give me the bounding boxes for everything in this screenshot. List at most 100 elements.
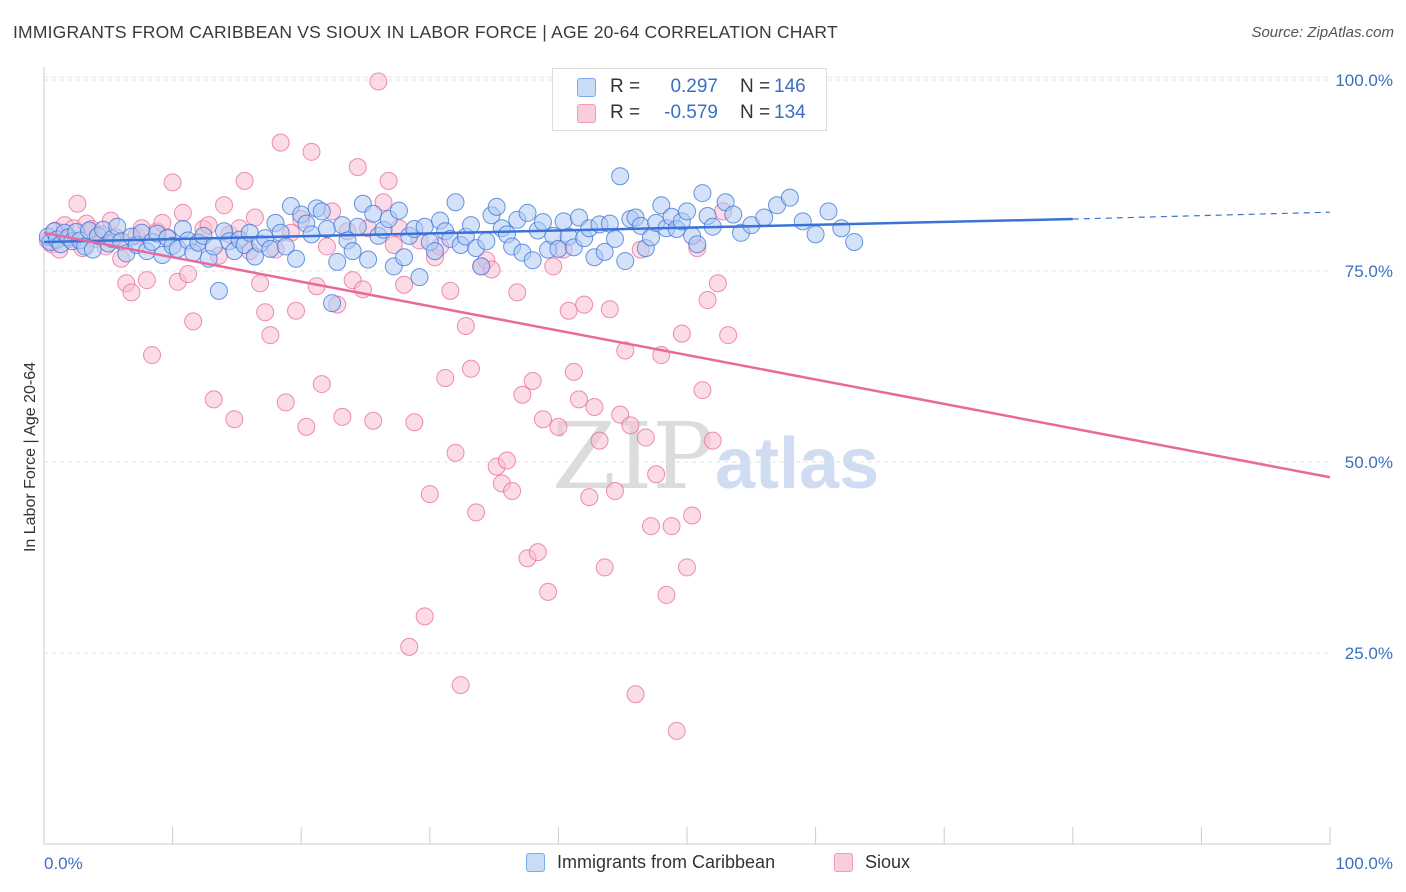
data-point: [395, 275, 414, 294]
data-point: [395, 248, 414, 267]
data-point: [251, 274, 270, 293]
data-point: [549, 417, 568, 436]
data-point: [662, 517, 681, 536]
data-point: [845, 232, 864, 251]
data-point: [544, 257, 563, 276]
data-point: [539, 582, 558, 601]
data-point: [245, 208, 264, 227]
data-point: [276, 237, 295, 256]
data-point: [405, 413, 424, 432]
data-point: [333, 407, 352, 426]
data-point: [703, 431, 722, 450]
series-label-sioux: Sioux: [865, 852, 911, 872]
data-point: [323, 294, 342, 313]
data-point: [472, 257, 491, 276]
series-swatch-pink: [834, 853, 853, 872]
data-point: [420, 485, 439, 504]
series-swatch-blue: [526, 853, 545, 872]
data-point: [523, 251, 542, 270]
data-point: [287, 249, 306, 268]
data-point: [384, 236, 403, 255]
legend-n-value: 146: [774, 76, 806, 97]
data-point: [179, 265, 198, 284]
data-point: [755, 208, 774, 227]
legend-r-label: R =: [610, 76, 641, 97]
trend-line-caribbean: [43, 217, 1073, 244]
data-point: [657, 585, 676, 604]
data-point: [379, 171, 398, 190]
data-point: [832, 219, 851, 238]
trend-line-caribbean-extension: [1072, 211, 1331, 220]
data-point: [518, 203, 537, 222]
data-point: [184, 312, 203, 331]
data-point: [359, 250, 378, 269]
series-legend-sioux[interactable]: Sioux: [834, 852, 910, 873]
data-point: [297, 417, 316, 436]
y-tick-labels: 25.0% 50.0% 75.0% 100.0%: [1335, 71, 1393, 663]
data-point: [410, 268, 429, 287]
data-point: [724, 205, 743, 224]
y-tick-label: 50.0%: [1345, 453, 1393, 472]
chart-title: IMMIGRANTS FROM CARIBBEAN VS SIOUX IN LA…: [13, 22, 838, 42]
x-tick-label-min: 0.0%: [44, 854, 83, 873]
data-point: [693, 184, 712, 203]
data-point: [616, 341, 635, 360]
data-point: [559, 301, 578, 320]
legend-r-label: R =: [610, 102, 641, 123]
data-point: [719, 326, 738, 345]
data-point: [477, 232, 496, 251]
data-point: [595, 242, 614, 261]
data-point: [819, 202, 838, 221]
y-tick-label: 75.0%: [1345, 262, 1393, 281]
data-point: [261, 326, 280, 345]
trend-line-sioux: [43, 231, 1331, 479]
data-point: [678, 202, 696, 221]
data-point: [374, 193, 393, 212]
data-point: [204, 390, 223, 409]
watermark-atlas: atlas: [715, 424, 879, 504]
data-point: [554, 212, 573, 231]
data-point: [780, 188, 799, 207]
legend-row-sioux: R = -0.579 N = 134: [577, 101, 806, 125]
data-point: [467, 503, 486, 522]
data-point: [605, 482, 624, 501]
series-legend-caribbean[interactable]: Immigrants from Caribbean: [526, 852, 775, 873]
data-point: [497, 451, 516, 470]
data-point: [276, 393, 295, 412]
data-point: [446, 443, 465, 462]
trend-lines: [43, 211, 1331, 479]
data-point: [569, 390, 588, 409]
data-point: [793, 212, 812, 231]
data-point: [698, 291, 717, 310]
data-point: [235, 171, 254, 190]
data-point: [209, 281, 228, 300]
data-point: [513, 385, 532, 404]
data-point: [523, 372, 542, 391]
x-tick-label-max: 100.0%: [1335, 854, 1393, 873]
data-point: [446, 193, 465, 212]
y-tick-label: 100.0%: [1335, 71, 1393, 90]
data-point: [68, 194, 87, 213]
legend-row-caribbean: R = 0.297 N = 146: [577, 75, 806, 99]
data-point: [343, 242, 362, 261]
y-axis-label: In Labor Force | Age 20-64: [22, 362, 39, 552]
data-point: [163, 173, 182, 192]
data-point: [400, 637, 419, 656]
data-point: [173, 203, 192, 222]
data-point: [503, 482, 522, 501]
data-point: [600, 300, 619, 319]
data-point: [389, 201, 408, 220]
data-point: [225, 410, 244, 429]
data-point: [580, 488, 599, 507]
data-point: [415, 607, 434, 626]
legend-n-label: N =: [740, 76, 771, 97]
data-point: [605, 229, 624, 248]
data-point: [333, 216, 352, 235]
series-legend: Immigrants from Caribbean Sioux: [0, 852, 1406, 878]
data-point: [590, 431, 609, 450]
legend-r-value: -0.579: [664, 102, 718, 123]
source-label: Source: ZipAtlas.com: [1251, 24, 1394, 41]
data-point: [451, 676, 470, 695]
data-point: [436, 368, 455, 387]
